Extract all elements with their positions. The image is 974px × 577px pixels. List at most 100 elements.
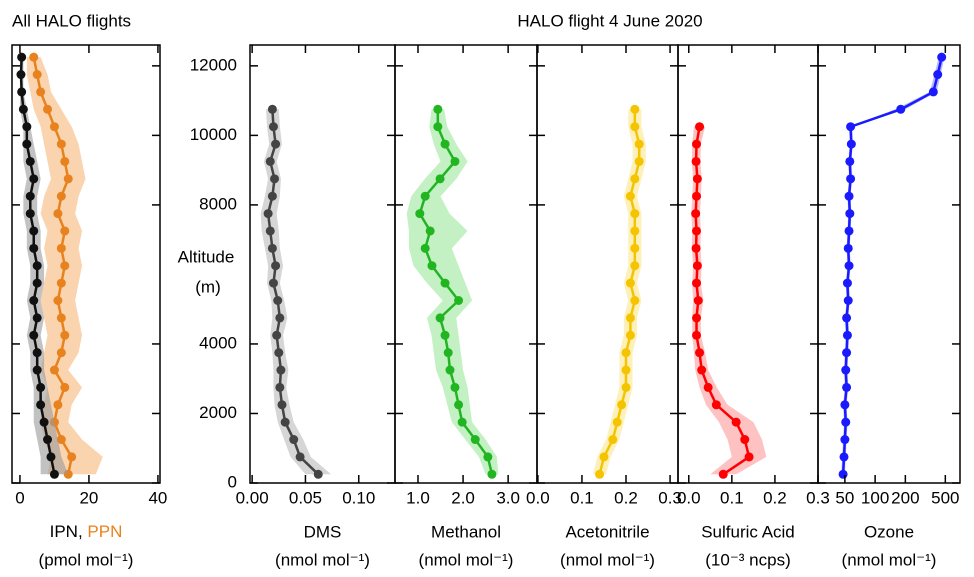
plot-frame bbox=[11, 44, 161, 484]
profile-marker bbox=[842, 348, 852, 358]
profile-marker bbox=[435, 313, 445, 323]
x-axis-unit: (nmol mol⁻¹) bbox=[842, 550, 937, 569]
profile-marker bbox=[268, 122, 278, 132]
y-tick-label: 2000 bbox=[199, 403, 237, 422]
profile-marker bbox=[933, 70, 943, 80]
profile-marker bbox=[454, 296, 464, 305]
x-axis-unit: (nmol mol⁻¹) bbox=[419, 550, 514, 569]
profile-marker bbox=[695, 348, 705, 358]
profile-marker bbox=[692, 330, 702, 340]
profile-marker bbox=[36, 400, 46, 410]
profile-marker bbox=[56, 278, 66, 288]
profile-marker bbox=[625, 278, 635, 288]
profile-marker bbox=[29, 296, 39, 305]
profile-marker bbox=[272, 330, 282, 340]
profile-marker bbox=[36, 87, 46, 97]
profile-marker bbox=[692, 261, 702, 271]
profile-marker bbox=[842, 330, 852, 340]
profile-marker bbox=[289, 435, 299, 445]
profile-marker bbox=[53, 296, 63, 305]
profile-marker bbox=[56, 313, 66, 323]
profile-marker bbox=[937, 52, 947, 62]
profile-marker bbox=[275, 313, 285, 323]
profile-marker bbox=[420, 191, 430, 201]
profile-marker bbox=[29, 52, 39, 62]
x-axis-label: Acetonitrile bbox=[565, 522, 649, 541]
profile-marker bbox=[433, 122, 443, 132]
profile-marker bbox=[612, 417, 622, 427]
profile-marker bbox=[630, 296, 640, 305]
profile-marker bbox=[621, 348, 631, 358]
profile-marker bbox=[25, 209, 35, 219]
profile-marker bbox=[845, 209, 855, 219]
profile-marker bbox=[56, 139, 66, 149]
profile-marker bbox=[267, 191, 277, 201]
profile-marker bbox=[692, 278, 702, 288]
profile-marker bbox=[43, 435, 53, 445]
profile-marker bbox=[630, 209, 640, 219]
x-axis-unit: (10⁻³ ncps) bbox=[705, 550, 791, 569]
profile-marker bbox=[53, 400, 63, 410]
profile-marker bbox=[276, 365, 286, 375]
profile-marker bbox=[32, 365, 42, 375]
profile-marker bbox=[265, 226, 275, 236]
profile-marker bbox=[844, 226, 854, 236]
profile-marker bbox=[599, 452, 609, 462]
x-tick-label: 50 bbox=[835, 488, 854, 507]
x-axis-label: Ozone bbox=[864, 522, 914, 541]
profile-line bbox=[266, 109, 320, 476]
profile-marker bbox=[697, 365, 707, 375]
profile-marker bbox=[67, 452, 77, 462]
profile-marker bbox=[711, 400, 721, 410]
profile-marker bbox=[846, 139, 856, 149]
profile-marker bbox=[625, 313, 635, 323]
profile-marker bbox=[32, 261, 42, 271]
profile-marker bbox=[427, 261, 437, 271]
x-tick-label: 0.05 bbox=[289, 488, 322, 507]
x-axis-label-part: PPN bbox=[87, 522, 122, 541]
profile-marker bbox=[692, 174, 702, 184]
profile-marker bbox=[43, 104, 53, 114]
x-axis-label-part: IPN bbox=[50, 522, 78, 541]
profile-marker bbox=[53, 209, 63, 219]
profile-marker bbox=[630, 122, 640, 132]
profile-marker bbox=[440, 139, 450, 149]
profile-marker bbox=[703, 382, 713, 392]
profile-marker bbox=[691, 209, 701, 219]
profile-marker bbox=[450, 156, 460, 166]
profile-marker bbox=[896, 104, 906, 114]
profile-marker bbox=[695, 122, 705, 132]
profile-marker bbox=[691, 156, 701, 166]
range-band bbox=[260, 109, 332, 475]
profile-marker bbox=[450, 382, 460, 392]
profile-marker bbox=[263, 209, 273, 219]
x-tick-label: 0.0 bbox=[526, 488, 550, 507]
profile-marker bbox=[29, 226, 39, 236]
profile-marker bbox=[22, 122, 32, 132]
profile-marker bbox=[693, 296, 703, 305]
profile-marker bbox=[840, 435, 850, 445]
profile-marker bbox=[275, 382, 285, 392]
profile-marker bbox=[16, 70, 26, 80]
profile-marker bbox=[18, 104, 28, 114]
profile-marker bbox=[49, 365, 59, 375]
x-tick-label: 0.00 bbox=[236, 488, 269, 507]
x-tick-label: 0.1 bbox=[570, 488, 594, 507]
profile-marker bbox=[487, 469, 497, 479]
profile-marker bbox=[630, 174, 640, 184]
profile-marker bbox=[25, 156, 35, 166]
profile-marker bbox=[56, 348, 66, 358]
profile-marker bbox=[845, 156, 855, 166]
profile-marker bbox=[841, 365, 851, 375]
x-tick-label: 40 bbox=[148, 488, 167, 507]
x-axis-label: Sulfuric Acid bbox=[701, 522, 795, 541]
profile-marker bbox=[60, 226, 70, 236]
profile-marker bbox=[630, 243, 640, 253]
profile-marker bbox=[445, 365, 455, 375]
profile-marker bbox=[49, 469, 59, 479]
profile-marker bbox=[60, 156, 70, 166]
profile-marker bbox=[280, 417, 290, 427]
profile-marker bbox=[454, 400, 464, 410]
profile-marker bbox=[692, 191, 702, 201]
profile-marker bbox=[32, 313, 42, 323]
